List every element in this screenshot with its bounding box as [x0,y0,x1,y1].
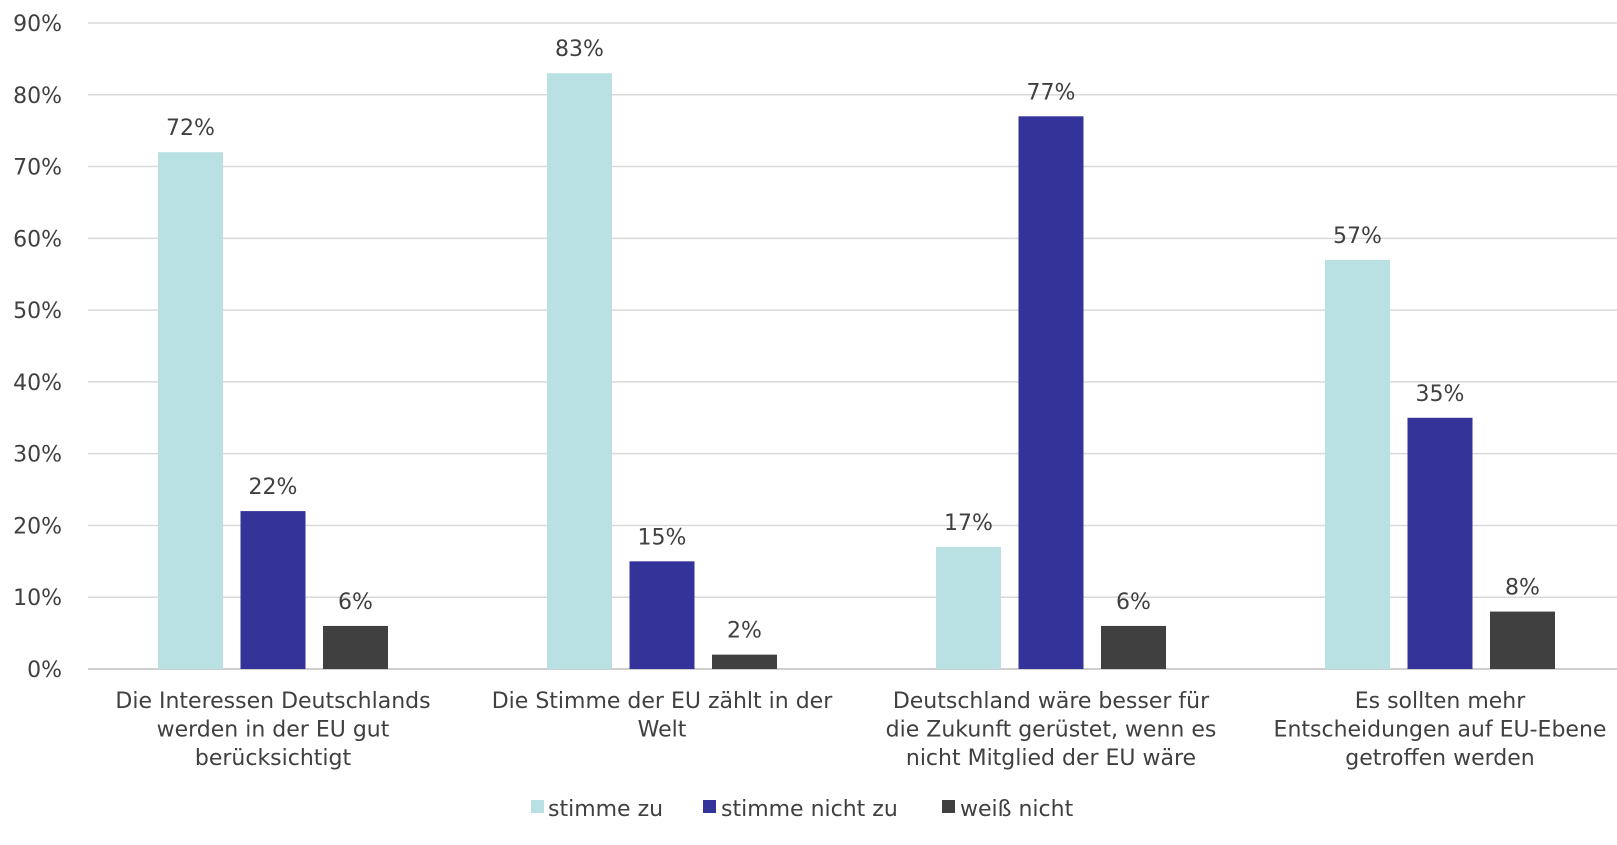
data-label: 2% [727,619,762,644]
data-label: 57% [1333,224,1382,249]
x-axis: Die Interessen Deutschlands werden in der… [115,689,1606,771]
data-label: 6% [1116,590,1151,615]
bar [1407,417,1473,669]
y-tick-label: 20% [13,514,62,539]
bar [1101,625,1166,669]
x-category-label: Deutschland wäre besser für die Zukunft g… [886,689,1217,771]
bar [323,625,388,669]
bar [158,152,223,669]
y-tick-label: 50% [13,299,62,324]
y-tick-label: 0% [27,658,62,683]
data-label: 15% [638,525,687,550]
y-tick-label: 70% [13,156,62,181]
bar [240,511,306,669]
legend-label: stimme zu [548,797,663,822]
x-category-label: Die Interessen Deutschlands werden in der… [115,689,430,771]
y-tick-label: 30% [13,443,62,468]
x-category-label: Es sollten mehr Entscheidungen auf EU-Ebe… [1274,689,1607,771]
legend-swatch [703,800,716,813]
y-tick-label: 80% [13,84,62,109]
y-tick-label: 40% [13,371,62,396]
bar [1490,611,1555,669]
y-tick-label: 90% [13,12,62,37]
data-labels: 72% 22% 6% 83% 15% 2% 17% 77% 6% 57% 35% 8% [166,37,1540,643]
legend-swatch [942,800,955,813]
gridlines [88,22,1617,670]
bars [158,73,1555,670]
x-category-label: Die Stimme der EU zählt in der Welt [492,689,833,743]
legend: stimme zu stimme nicht zu weiß nicht [531,797,1074,822]
bar [629,561,695,669]
data-label: 22% [249,475,298,500]
data-label: 77% [1027,80,1076,105]
data-label: 83% [555,37,604,62]
data-label: 72% [166,116,215,141]
data-label: 17% [944,511,993,536]
bar [712,654,777,669]
legend-label: stimme nicht zu [721,797,898,822]
y-tick-label: 10% [13,586,62,611]
legend-swatch [531,800,544,813]
data-label: 35% [1416,382,1465,407]
legend-label: weiß nicht [960,797,1074,822]
data-label: 6% [338,590,373,615]
y-axis: 0% 10% 20% 30% 40% 50% 60% 70% 80% 90% [13,12,62,683]
bar [547,73,612,669]
bar [1018,116,1084,670]
bar [1325,259,1390,669]
y-tick-label: 60% [13,227,62,252]
bar [936,546,1001,669]
data-label: 8% [1505,576,1540,601]
